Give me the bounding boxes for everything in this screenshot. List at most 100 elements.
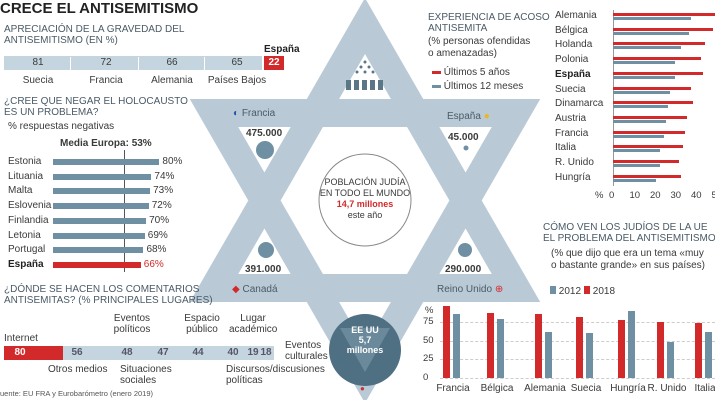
comentario-value: 44 (192, 347, 204, 358)
comentario-value: 47 (157, 347, 169, 358)
gravedad-band (4, 56, 262, 70)
francia-circle (256, 141, 274, 159)
spain-flag-icon: ● (483, 111, 490, 122)
uk-circle (458, 243, 472, 257)
source-note: uente: EU FRA y Eurobarómetro (enero 201… (0, 389, 153, 398)
holocausto-value: 74% (154, 170, 175, 182)
vision-bar-2018 (576, 316, 583, 378)
comentarios-title: ¿DÓNDE SE HACEN LOS COMENTARIOS ANTISEMIT… (4, 284, 213, 306)
acoso-country: Alemania (555, 10, 597, 21)
vision-bar-2018 (695, 322, 702, 378)
acoso-country: España (555, 68, 591, 80)
acoso-country: Francia (555, 127, 589, 139)
holocausto-bar (53, 247, 144, 254)
canada-flag-icon: ◆ (232, 284, 240, 295)
vision-bar-2018 (487, 312, 494, 378)
holocausto-subtitle: % respuestas negativas (8, 121, 115, 132)
holocausto-bar (53, 232, 145, 239)
holocausto-bar (53, 173, 152, 180)
vision-bar-2012 (497, 318, 504, 378)
acoso-bar-5-anos (613, 101, 693, 105)
holocausto-value: 72% (151, 200, 172, 212)
vision-bar-2012 (453, 313, 460, 378)
vision-bar-2018 (443, 306, 450, 378)
acoso-country: Hungría (555, 171, 591, 183)
vision-category: Bélgica (480, 383, 514, 394)
comentario-label: Eventos culturales (285, 340, 328, 362)
canada-value: 391.000 (245, 264, 282, 275)
acoso-bar-12-meses (613, 105, 669, 109)
comentario-label: Discursos/discusiones políticas (226, 364, 325, 386)
acoso-tick: 40 (691, 190, 702, 201)
legend-2012: 2012 (550, 286, 581, 298)
acoso-axis (613, 10, 614, 186)
holocausto-country: Malta (8, 185, 33, 197)
acoso-country: Holanda (555, 39, 593, 51)
vision-bar-2012 (545, 331, 552, 378)
comentario-value: 40 (227, 347, 239, 358)
acoso-bar-5-anos (613, 160, 679, 163)
comentario-label: Eventos políticos (113, 313, 151, 335)
canada-label: ◆ Canadá (232, 284, 278, 295)
vision-bar-2012 (586, 333, 593, 378)
vision-category: Italia (694, 383, 715, 394)
acoso-bar-5-anos (613, 27, 714, 31)
comentario-label: Espacio público (184, 313, 220, 335)
comentario-value: 48 (121, 347, 133, 358)
legend-5-anos: Últimos 5 años (432, 67, 510, 79)
acoso-bar-12-meses (613, 46, 681, 50)
acoso-country: Dinamarca (555, 98, 604, 110)
holocausto-country: Portugal (8, 244, 46, 256)
vision-title: CÓMO VEN LOS JUDÍOS DE LA UE EL PROBLEMA … (543, 222, 715, 244)
usa-text: EE UU 5,7 millones (346, 325, 384, 355)
comentario-label: Internet (4, 333, 38, 344)
acoso-tick: 30 (670, 190, 682, 201)
vision-tick: 25 (423, 353, 434, 365)
holocausto-value: 68% (146, 244, 167, 256)
gravedad-value: 66 (166, 57, 178, 68)
legend-2018: 2018 (584, 286, 615, 298)
acoso-tick: 50 (711, 190, 715, 201)
francia-value: 475.000 (246, 128, 283, 139)
holocausto-country: Finlandia (8, 214, 49, 226)
acoso-country: Bélgica (555, 24, 588, 36)
acoso-bar-12-meses (613, 75, 675, 79)
vision-tick: 0 (423, 372, 429, 383)
acoso-bar-5-anos (613, 130, 685, 134)
comentario-value: 80 (14, 347, 26, 358)
media-line (124, 150, 125, 272)
acoso-bar-12-meses (613, 134, 665, 138)
acoso-bar-12-meses (613, 164, 661, 167)
acoso-country: Austria (555, 112, 587, 124)
uk-value: 290.000 (445, 264, 482, 275)
comentario-value: 19 (247, 347, 259, 358)
gravedad-label: Suecia (22, 75, 54, 86)
people-icon (346, 60, 383, 90)
band-divider (70, 57, 71, 71)
vision-tick: 50 (423, 334, 434, 346)
acoso-bar-12-meses (613, 61, 675, 65)
gravedad-label: Países Bajos (207, 75, 267, 86)
acoso-tick: 0 (609, 190, 615, 201)
vision-bar-2018 (535, 313, 542, 378)
gravedad-value: 81 (32, 57, 44, 68)
holocausto-bar (53, 217, 147, 224)
espana-label: España ● (447, 111, 490, 122)
vision-bar-2018 (618, 319, 625, 378)
gravedad-title: APRECIACIÓN DE LA GRAVEDAD DEL ANTISEMITI… (4, 24, 185, 46)
acoso-bar-12-meses (613, 17, 691, 20)
acoso-subtitle: (% personas ofendidas o amenazadas) (428, 36, 531, 59)
page-title: CRECE EL ANTISEMITISMO (0, 0, 199, 17)
vision-subtitle: (% que dijo que era un tema «muy o bastan… (551, 248, 705, 271)
acoso-bar-12-meses (613, 31, 689, 35)
acoso-bar-5-anos (613, 71, 704, 75)
legend-12-meses: Últimos 12 meses (432, 81, 523, 93)
vision-category: Francia (436, 383, 470, 394)
acoso-country: Suecia (555, 83, 586, 95)
francia-label: ◐ Francia (233, 108, 276, 119)
france-flag-icon: ◐ (233, 108, 240, 119)
media-europa: Media Europa: 53% (60, 138, 152, 149)
gravedad-value: 65 (231, 57, 243, 68)
espana-circle (463, 145, 469, 151)
acoso-bar-5-anos (613, 174, 681, 178)
